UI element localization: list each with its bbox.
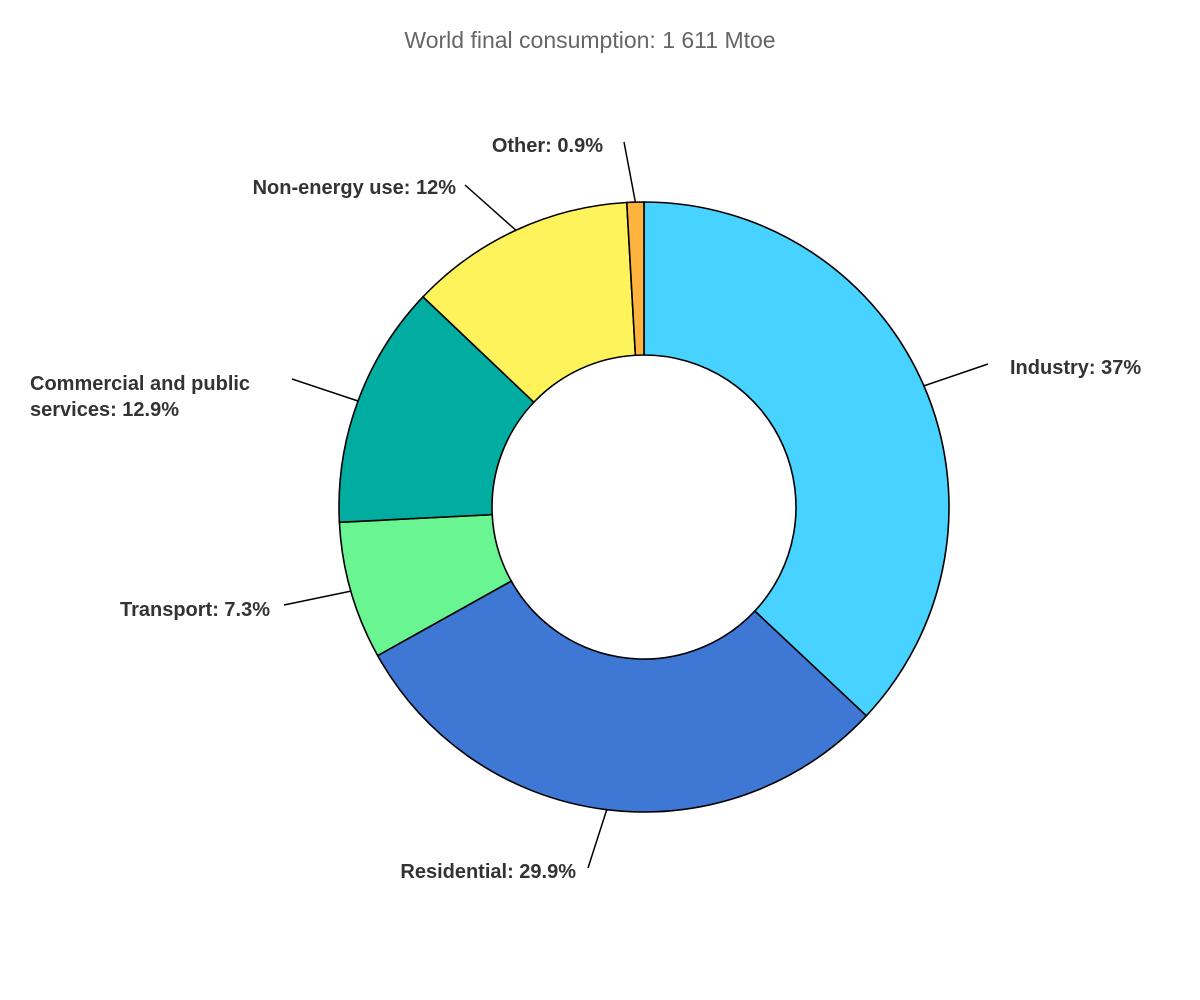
leader-line-other bbox=[623, 141, 637, 203]
slice-commercial-and-public-services bbox=[338, 295, 535, 524]
leader-line-non-energy-use bbox=[464, 184, 517, 231]
chart-title: World final consumption: 1 611 Mtoe bbox=[404, 27, 775, 53]
labels-layer: Industry: 37% Residential: 29.9% Transport… bbox=[30, 135, 1141, 883]
leader-lines-layer bbox=[283, 141, 989, 869]
leader-line-transport bbox=[283, 590, 351, 606]
label-non-energy-use: Non-energy use: 12% bbox=[253, 177, 457, 199]
leader-line-industry bbox=[923, 363, 989, 387]
slice-residential bbox=[376, 579, 868, 813]
label-industry: Industry: 37% bbox=[1010, 357, 1141, 379]
slices-layer bbox=[338, 201, 950, 813]
leader-line-commercial-and-public-services bbox=[291, 378, 359, 402]
leader-line-residential bbox=[587, 809, 608, 869]
label-other: Other: 0.9% bbox=[492, 135, 603, 157]
label-residential: Residential: 29.9% bbox=[400, 861, 576, 883]
label-commercial-and-public-services: Commercial and public services: 12.9% bbox=[30, 373, 250, 421]
slice-industry bbox=[643, 201, 950, 717]
label-transport: Transport: 7.3% bbox=[120, 599, 270, 621]
slice-other bbox=[625, 201, 645, 357]
